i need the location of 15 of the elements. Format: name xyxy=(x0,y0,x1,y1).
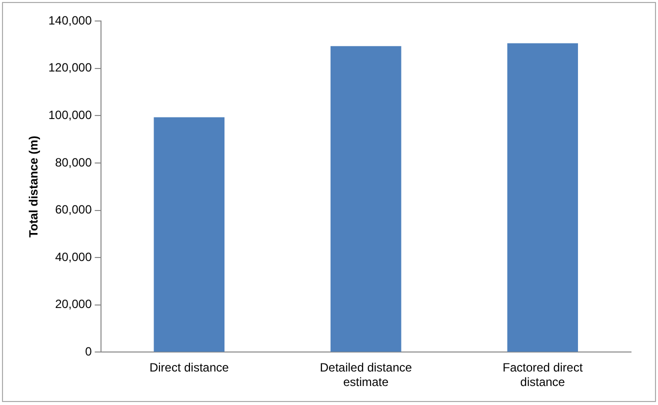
y-tick-label: 60,000 xyxy=(55,202,92,217)
bar xyxy=(154,117,224,352)
y-tick-label: 120,000 xyxy=(48,60,92,75)
y-tick-label: 0 xyxy=(85,344,92,359)
y-tick-label: 80,000 xyxy=(55,155,92,170)
x-tick-label: Direct distance xyxy=(149,360,230,375)
bar xyxy=(330,46,402,352)
y-tick-label: 100,000 xyxy=(48,108,92,122)
bar xyxy=(507,43,578,352)
y-tick-label: 140,000 xyxy=(48,13,92,28)
y-tick-label: 20,000 xyxy=(55,297,92,312)
y-axis-title: Total distance (m) xyxy=(26,136,41,238)
y-tick-label: 40,000 xyxy=(55,250,92,264)
x-tick-label: Detailed distance estimate xyxy=(320,360,412,390)
x-tick-label: Factored direct distance xyxy=(502,360,584,390)
